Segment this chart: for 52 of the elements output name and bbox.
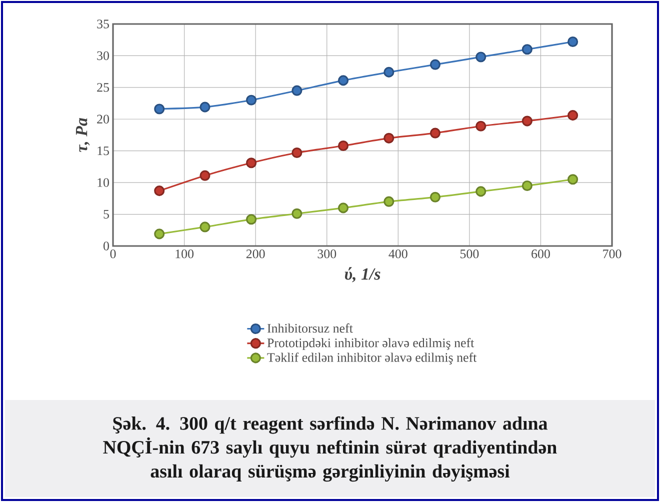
point — [476, 52, 486, 62]
x-tick-label: 500 — [460, 250, 479, 258]
y-tick-label: 0 — [104, 242, 109, 250]
y-tick-label: 15 — [98, 146, 109, 156]
x-tick-label: 700 — [603, 250, 622, 258]
point — [154, 104, 165, 114]
point — [200, 170, 210, 181]
x-tick-label: 0 — [110, 250, 116, 258]
x-tick-label: 200 — [246, 250, 265, 258]
point — [292, 208, 302, 219]
point — [384, 196, 394, 207]
point — [246, 158, 257, 168]
point — [476, 186, 486, 197]
point — [200, 222, 210, 232]
point — [154, 186, 165, 196]
point — [522, 116, 532, 126]
point — [246, 94, 257, 106]
point — [246, 214, 257, 225]
x-tick-label: 600 — [532, 250, 550, 258]
legend-label: Prototipdəki inhibitor əlavə edilmiş neft — [267, 338, 474, 350]
point — [154, 228, 165, 240]
legend-label: Inhibitorsuz neft — [267, 323, 353, 333]
point — [338, 75, 349, 86]
x-tick-label: 300 — [318, 250, 336, 258]
point — [522, 180, 532, 192]
point — [430, 192, 441, 202]
y-tick-label: 20 — [97, 114, 109, 124]
y-tick-label: 25 — [97, 83, 109, 92]
point — [476, 120, 486, 132]
x-axis-title: ύ, 1/s — [344, 267, 380, 282]
y-tick-label: 35 — [97, 20, 109, 28]
point — [292, 147, 302, 158]
point — [338, 202, 349, 214]
point — [522, 44, 532, 55]
y-tick-label: 5 — [104, 210, 109, 219]
point — [568, 36, 578, 48]
legend-label: Təklif edilən inhibitor əlavə edilmiş neft — [267, 352, 477, 364]
x-tick-label: 100 — [176, 250, 194, 258]
y-tick-label: 30 — [97, 51, 109, 60]
point — [568, 110, 578, 121]
text: Şək. 4. 300 q/t reagent sərfində N. Nərimanov adına NQÇİ-nin 673 saylı quyu neftinin sürət qradiyentindən asılı olaraq sürüşmə gərginliyinin dəyişməsi — [103, 416, 557, 482]
point — [384, 66, 394, 78]
point — [200, 102, 210, 112]
point — [568, 174, 578, 185]
x-tick-label: 400 — [388, 250, 408, 258]
point — [292, 85, 302, 96]
y-axis-title: τ, Pa — [76, 118, 90, 152]
point — [430, 128, 441, 138]
point — [384, 132, 394, 144]
y-tick-label: 10 — [98, 178, 109, 187]
point — [430, 59, 441, 70]
point — [338, 140, 349, 152]
